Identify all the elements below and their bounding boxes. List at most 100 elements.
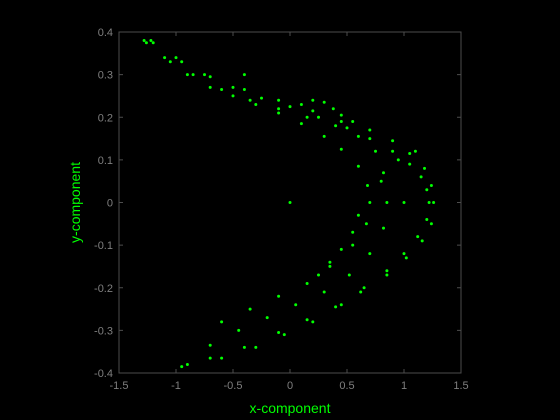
data-point (347, 273, 351, 277)
data-point (208, 75, 212, 79)
data-point (174, 56, 178, 60)
data-point (311, 98, 315, 102)
data-point (220, 88, 224, 91)
data-point (208, 356, 212, 360)
data-point (220, 320, 224, 324)
data-point (317, 115, 320, 119)
data-point (208, 85, 212, 89)
data-point (305, 115, 309, 119)
data-point (416, 235, 420, 239)
data-point (385, 273, 389, 277)
data-points (142, 39, 436, 369)
data-point (142, 39, 146, 42)
data-point (163, 56, 167, 60)
data-point (368, 201, 372, 204)
data-point (149, 39, 153, 42)
data-point (419, 175, 423, 179)
data-point (185, 73, 189, 77)
data-point (339, 113, 343, 117)
data-point (282, 333, 286, 337)
data-point (408, 152, 412, 155)
data-point (317, 273, 320, 277)
data-point (248, 307, 252, 311)
data-point (351, 120, 355, 123)
y-axis-ticks: -0.4 -0.3 -0.2 -0.1 0 0.1 0.2 0.3 0.4 (94, 27, 461, 380)
x-tick-label: 0 (287, 380, 293, 392)
data-point (356, 213, 360, 217)
data-point (385, 201, 389, 204)
data-point (203, 73, 206, 77)
data-point (237, 328, 241, 332)
data-point (242, 345, 246, 349)
data-point (402, 201, 406, 204)
y-tick-label: 0.4 (98, 27, 113, 39)
data-point (334, 305, 338, 309)
data-point (299, 122, 303, 126)
data-point (427, 201, 431, 204)
data-point (429, 222, 433, 226)
x-tick-label: 0.5 (339, 380, 354, 392)
data-point (277, 98, 281, 102)
data-point (254, 345, 258, 349)
data-point (356, 134, 360, 138)
data-point (379, 179, 383, 183)
data-point (364, 222, 368, 226)
y-axis-label: y-component (67, 162, 83, 243)
data-point (423, 166, 426, 170)
y-tick-label: -0.2 (94, 283, 113, 295)
data-point (220, 356, 224, 360)
data-point (242, 73, 246, 77)
data-point (288, 201, 292, 204)
data-point (425, 188, 429, 192)
data-point (260, 96, 263, 100)
data-point (248, 98, 252, 102)
data-point (334, 124, 338, 128)
data-point (231, 94, 235, 98)
x-tick-label: -1.5 (110, 380, 129, 392)
data-point (180, 60, 184, 64)
data-point (420, 239, 424, 243)
data-point (368, 137, 372, 141)
data-point (277, 331, 281, 334)
y-tick-label: -0.3 (94, 325, 113, 337)
y-tick-label: 0.1 (98, 155, 113, 167)
data-point (374, 149, 377, 153)
data-point (351, 243, 355, 247)
data-point (299, 103, 303, 106)
data-point (382, 171, 385, 175)
data-point (151, 41, 155, 45)
data-point (356, 164, 360, 168)
data-point (351, 230, 355, 234)
data-point (385, 269, 389, 273)
data-point (382, 226, 385, 230)
data-point (185, 363, 189, 366)
data-point (331, 107, 335, 111)
data-point (322, 290, 326, 294)
data-point (277, 107, 281, 111)
data-point (339, 303, 343, 307)
x-tick-label: -1 (171, 380, 181, 392)
y-tick-label: 0.3 (98, 70, 113, 82)
data-point (408, 162, 412, 166)
y-tick-label: 0.2 (98, 112, 113, 124)
x-axis-ticks: -1.5 -1 -0.5 0 0.5 1 1.5 (110, 32, 469, 392)
data-point (277, 111, 281, 115)
data-point (311, 320, 315, 324)
data-point (231, 85, 235, 89)
y-tick-label: 0 (107, 198, 113, 210)
data-point (242, 88, 246, 91)
data-point (191, 73, 195, 77)
data-point (168, 60, 172, 64)
data-point (345, 126, 349, 130)
data-point (339, 147, 343, 151)
data-point (144, 41, 148, 45)
data-point (391, 139, 395, 143)
data-point (339, 120, 343, 123)
data-point (328, 264, 332, 268)
data-point (180, 365, 184, 369)
x-tick-label: 1 (401, 380, 407, 392)
data-point (413, 149, 417, 153)
data-point (328, 260, 332, 264)
data-point (265, 316, 269, 320)
